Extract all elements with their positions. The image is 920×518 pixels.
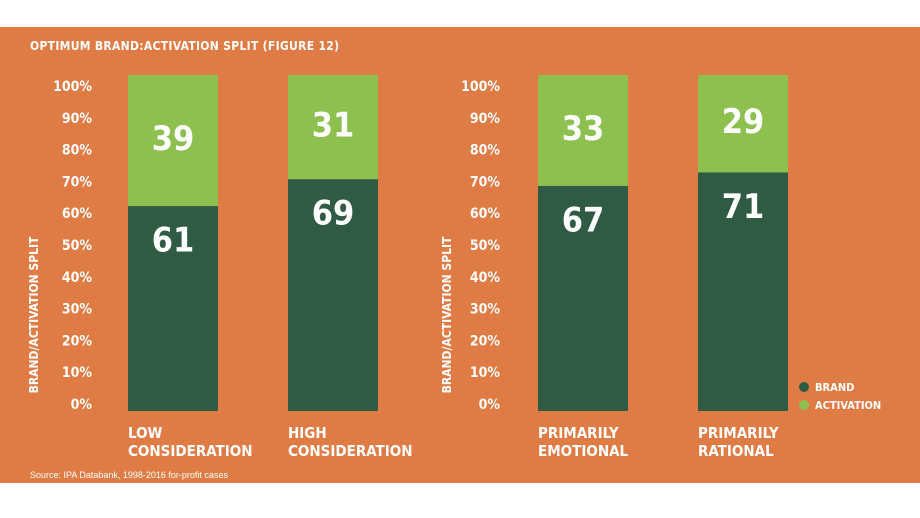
category-label: LOW [128, 424, 163, 442]
data-label: 39 [152, 119, 195, 159]
y-axis-label: BRAND/ACTIVATION SPLIT [440, 236, 454, 393]
legend-label: ACTIVATION [815, 399, 881, 412]
data-label: 61 [152, 221, 195, 261]
data-label: 67 [562, 200, 605, 240]
category-label: RATIONAL [698, 442, 774, 460]
y-tick-label: 50% [62, 238, 93, 254]
y-tick-label: 100% [53, 79, 92, 95]
figure-title: OPTIMUM BRAND:ACTIVATION SPLIT (FIGURE 1… [30, 39, 340, 53]
legend-activation-swatch [799, 400, 809, 410]
y-tick-label: 60% [470, 206, 501, 222]
category-label: PRIMARILY [698, 424, 779, 442]
legend-label: BRAND [815, 381, 854, 394]
category-label: EMOTIONAL [538, 442, 629, 460]
y-tick-label: 40% [470, 270, 501, 286]
category-label: HIGH [288, 424, 327, 442]
y-tick-label: 80% [62, 143, 93, 159]
category-label: PRIMARILY [538, 424, 619, 442]
source-note: Source: IPA Databank, 1998-2016 for-prof… [30, 470, 228, 480]
y-axis-label: BRAND/ACTIVATION SPLIT [27, 236, 41, 393]
y-tick-label: 100% [461, 79, 500, 95]
y-tick-label: 40% [62, 270, 93, 286]
data-label: 71 [722, 187, 765, 227]
activation-bar-segment [288, 75, 378, 180]
y-tick-label: 50% [470, 238, 501, 254]
brand-bar-segment [538, 185, 628, 411]
brand-bar-segment [288, 179, 378, 411]
activation-bar-segment [698, 75, 788, 173]
data-label: 29 [722, 102, 765, 142]
y-tick-label: 10% [470, 365, 501, 381]
y-tick-label: 30% [62, 302, 93, 318]
y-tick-label: 0% [71, 397, 93, 413]
data-label: 31 [312, 106, 355, 146]
category-label: CONSIDERATION [288, 442, 413, 460]
y-tick-label: 0% [479, 397, 501, 413]
y-tick-label: 60% [62, 206, 93, 222]
y-tick-label: 10% [62, 365, 93, 381]
y-tick-label: 30% [470, 302, 501, 318]
brand-bar-segment [698, 172, 788, 411]
y-tick-label: 70% [470, 174, 501, 190]
y-tick-label: 90% [62, 111, 93, 127]
y-tick-label: 20% [62, 333, 93, 349]
legend-brand-swatch [799, 382, 809, 392]
data-label: 69 [312, 194, 355, 234]
y-tick-label: 80% [470, 143, 501, 159]
y-tick-label: 70% [62, 174, 93, 190]
brand-bar-segment [128, 206, 218, 411]
activation-bar-segment [538, 75, 628, 186]
y-tick-label: 90% [470, 111, 501, 127]
activation-bar-segment [128, 75, 218, 207]
category-label: CONSIDERATION [128, 442, 253, 460]
y-tick-label: 20% [470, 333, 501, 349]
data-label: 33 [562, 109, 605, 149]
